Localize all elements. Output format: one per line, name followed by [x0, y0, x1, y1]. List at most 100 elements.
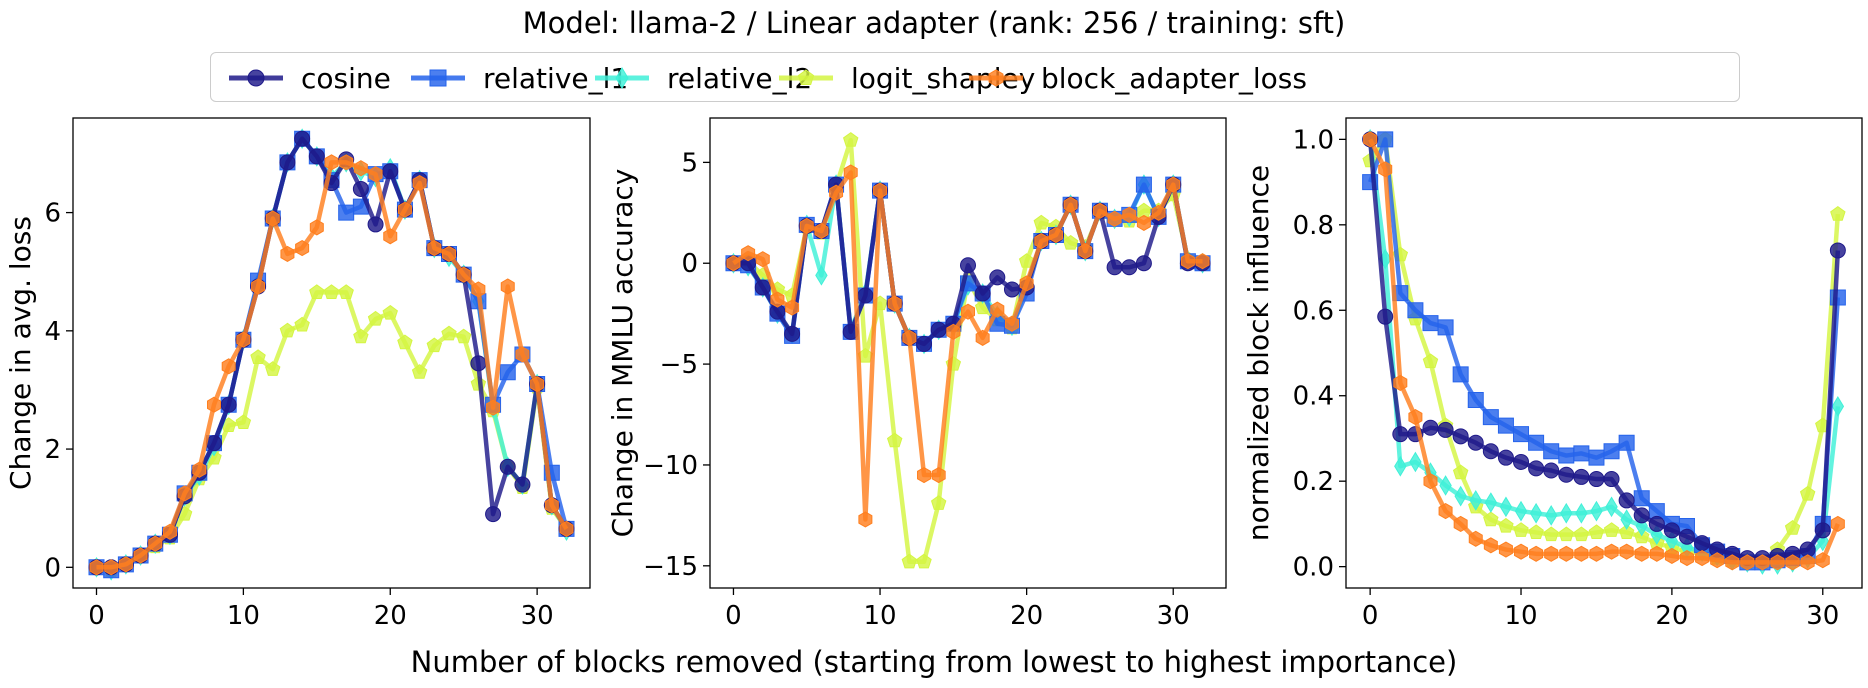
- data-point-block_adapter_loss: [990, 301, 1005, 318]
- data-point-relative_l2: [815, 264, 828, 286]
- data-point-cosine: [1003, 281, 1020, 298]
- y-tick-label: −5: [660, 350, 698, 380]
- y-tick-label: 0.8: [1293, 211, 1334, 241]
- data-point-block_adapter_loss: [829, 184, 844, 201]
- data-point-block_adapter_loss: [1604, 543, 1619, 560]
- data-point-block_adapter_loss: [368, 166, 383, 183]
- data-point-block_adapter_loss: [339, 154, 354, 171]
- data-point-cosine: [1482, 443, 1499, 460]
- x-tick-label: 10: [227, 601, 260, 631]
- data-point-block_adapter_loss: [799, 217, 814, 234]
- data-point-block_adapter_loss: [902, 329, 917, 346]
- data-point-cosine: [382, 163, 399, 180]
- data-point-block_adapter_loss: [1195, 253, 1210, 270]
- legend-label: block_adapter_loss: [1041, 62, 1307, 95]
- data-point-block_adapter_loss: [1019, 275, 1034, 292]
- series-line-cosine: [96, 136, 569, 570]
- data-point-cosine: [1452, 428, 1469, 445]
- data-point-block_adapter_loss: [755, 251, 770, 268]
- data-point-block_adapter_loss: [1529, 545, 1544, 562]
- data-point-logit_shapley: [901, 553, 918, 569]
- data-point-cosine: [1392, 426, 1409, 443]
- data-point-block_adapter_loss: [1136, 214, 1151, 231]
- data-point-cosine: [960, 257, 976, 274]
- series-logit_shapley: [1362, 131, 1846, 569]
- data-point-block_adapter_loss: [118, 556, 133, 573]
- data-point-block_adapter_loss: [295, 239, 310, 257]
- data-point-logit_shapley: [1603, 522, 1620, 537]
- data-point-cosine: [754, 279, 771, 296]
- data-point-relative_l1: [1633, 490, 1650, 507]
- data-point-block_adapter_loss: [1740, 554, 1755, 571]
- data-point-block_adapter_loss: [544, 497, 559, 514]
- data-point-relative_l1: [1467, 392, 1484, 408]
- data-point-block_adapter_loss: [1679, 550, 1694, 567]
- y-tick-label: 6: [44, 199, 61, 229]
- data-point-logit_shapley: [1483, 511, 1499, 527]
- data-point-block_adapter_loss: [265, 210, 280, 227]
- plot-frame: [709, 117, 1227, 589]
- data-point-cosine: [1121, 259, 1138, 276]
- series-relative_l1: [1362, 131, 1846, 571]
- data-point-block_adapter_loss: [1034, 232, 1049, 250]
- data-point-logit_shapley: [441, 325, 457, 341]
- data-point-block_adapter_loss: [1800, 554, 1815, 571]
- data-point-relative_l2: [1439, 475, 1452, 496]
- figure-title: Model: llama-2 / Linear adapter (rank: 2…: [522, 6, 1346, 40]
- data-point-block_adapter_loss: [1107, 210, 1122, 227]
- data-point-logit_shapley: [367, 310, 384, 326]
- subplot-3: 0 10 20 30 0.0 0.2 0.4 0.6 0.8 1.0 normalized bloc…: [1242, 117, 1863, 631]
- data-point-relative_l1: [1377, 131, 1394, 148]
- data-point-logit_shapley: [1558, 526, 1574, 542]
- x-tick-label: 0: [1362, 601, 1379, 631]
- data-point-block_adapter_loss: [1483, 537, 1498, 554]
- y-tick-label: 2: [44, 435, 61, 465]
- data-point-block_adapter_loss: [1634, 545, 1649, 562]
- data-point-relative_l2: [1544, 505, 1558, 526]
- data-point-logit_shapley: [1528, 524, 1544, 540]
- data-point-cosine: [857, 287, 874, 304]
- data-point-block_adapter_loss: [1423, 473, 1438, 490]
- data-point-block_adapter_loss: [741, 245, 756, 262]
- data-point-block_adapter_loss: [917, 466, 932, 484]
- data-point-relative_l2: [1620, 509, 1633, 530]
- data-point-block_adapter_loss: [486, 399, 501, 416]
- data-point-relative_l2: [1831, 396, 1845, 417]
- data-point-cosine: [1106, 259, 1123, 276]
- y-tick-label: 0.2: [1293, 467, 1334, 497]
- data-point-logit_shapley: [265, 361, 281, 376]
- data-point-block_adapter_loss: [383, 228, 398, 245]
- data-point-relative_l1: [1497, 417, 1514, 434]
- data-point-logit_shapley: [1799, 485, 1816, 501]
- legend-entry-block_adapter_loss: block_adapter_loss: [969, 62, 1307, 95]
- data-point-logit_shapley: [426, 337, 443, 353]
- data-point-logit_shapley: [886, 432, 903, 448]
- data-point-block_adapter_loss: [961, 303, 975, 320]
- data-point-cosine: [499, 458, 516, 475]
- y-axis-label: Change in avg. loss: [4, 216, 37, 490]
- data-point-cosine: [1513, 453, 1530, 470]
- data-point-cosine: [1558, 466, 1575, 483]
- data-point-cosine: [930, 321, 947, 338]
- data-point-block_adapter_loss: [89, 559, 104, 576]
- data-point-logit_shapley: [1018, 253, 1035, 268]
- data-point-block_adapter_loss: [770, 291, 785, 308]
- data-point-block_adapter_loss: [1589, 545, 1604, 562]
- data-point-cosine: [989, 269, 1006, 286]
- data-point-relative_l2: [1590, 500, 1603, 522]
- series-group: [1362, 129, 1846, 575]
- data-point-cosine: [1618, 492, 1635, 509]
- data-point-logit_shapley: [1618, 524, 1635, 540]
- data-point-relative_l2: [1560, 502, 1573, 524]
- data-point-block_adapter_loss: [442, 245, 456, 263]
- data-point-block_adapter_loss: [726, 255, 741, 272]
- data-point-block_adapter_loss: [1544, 545, 1559, 562]
- data-point-cosine: [1543, 462, 1560, 479]
- data-point-block_adapter_loss: [471, 281, 486, 298]
- data-point-logit_shapley: [411, 364, 428, 379]
- data-point-block_adapter_loss: [946, 323, 961, 340]
- data-point-cosine: [485, 506, 502, 523]
- data-point-relative_l2: [1409, 451, 1422, 473]
